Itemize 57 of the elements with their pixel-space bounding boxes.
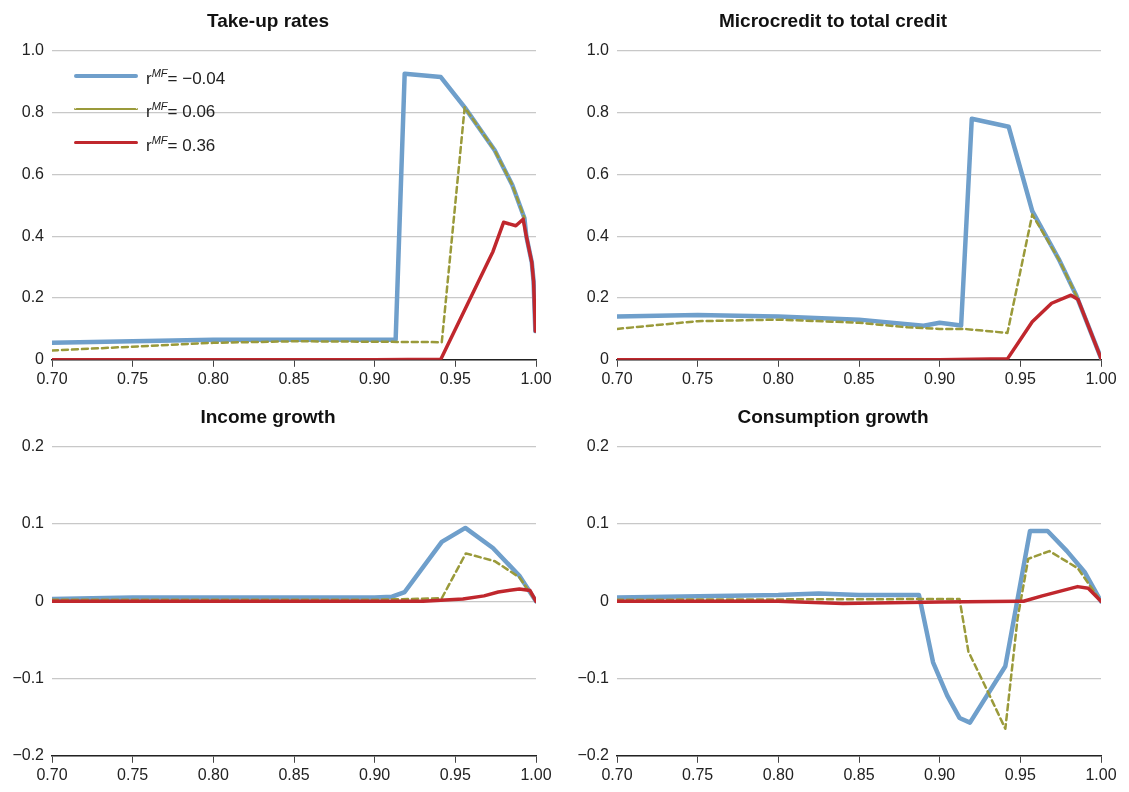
x-tick-label: 0.95 <box>439 765 472 783</box>
y-tick-label: 0.1 <box>21 514 45 532</box>
chart-title: Microcredit to total credit <box>718 9 948 31</box>
chart-title: Consumption growth <box>737 405 929 427</box>
y-tick-label: −0.1 <box>12 668 45 686</box>
x-tick-label: 0.75 <box>117 765 149 783</box>
x-tick-label: 0.80 <box>197 369 230 387</box>
y-tick-label: 0.8 <box>586 103 610 121</box>
legend-label: r$^{MF}$= 0.06 <box>146 99 216 124</box>
x-tick-label: 0.95 <box>1004 765 1037 783</box>
y-tick-label: 0.2 <box>586 437 610 455</box>
y-tick-label: 0.1 <box>586 514 610 532</box>
x-tick-label: 0.85 <box>843 765 875 783</box>
legend-label: r$^{MF}$= −0.04 <box>146 65 226 90</box>
y-tick-label: 0.2 <box>21 437 45 455</box>
x-tick-label: 0.75 <box>682 369 714 387</box>
y-tick-label: −0.1 <box>577 668 610 686</box>
x-tick-label: 0.75 <box>682 765 714 783</box>
x-tick-label: 0.80 <box>762 369 795 387</box>
x-tick-label: 1.00 <box>1085 765 1117 783</box>
y-tick-label: 0.8 <box>21 103 45 121</box>
x-tick-label: 0.85 <box>843 369 875 387</box>
y-tick-label: −0.2 <box>577 746 610 764</box>
y-tick-label: 0.4 <box>21 226 45 244</box>
y-tick-label: 0.4 <box>586 226 610 244</box>
y-tick-label: 0.6 <box>21 164 45 182</box>
y-tick-label: 1.0 <box>21 41 45 59</box>
y-tick-label: 0 <box>600 350 610 368</box>
chart-title: Income growth <box>200 405 336 427</box>
x-tick-label: 0.90 <box>924 369 956 387</box>
x-tick-label: 0.90 <box>359 369 391 387</box>
x-tick-label: 0.90 <box>359 765 391 783</box>
x-tick-label: 0.80 <box>762 765 795 783</box>
y-tick-label: 1.0 <box>586 41 610 59</box>
x-tick-label: 0.70 <box>36 369 68 387</box>
x-tick-label: 0.70 <box>36 765 68 783</box>
y-tick-label: 0 <box>35 591 45 609</box>
x-tick-label: 0.75 <box>117 369 149 387</box>
x-tick-label: 0.70 <box>601 765 633 783</box>
x-tick-label: 0.70 <box>601 369 633 387</box>
x-tick-label: 0.85 <box>278 765 310 783</box>
x-tick-label: 1.00 <box>1085 369 1117 387</box>
x-tick-label: 0.95 <box>1004 369 1037 387</box>
y-tick-label: 0.6 <box>586 164 610 182</box>
x-tick-label: 1.00 <box>520 369 552 387</box>
y-tick-label: 0.2 <box>21 288 45 306</box>
y-tick-label: 0 <box>35 350 45 368</box>
x-tick-label: 0.85 <box>278 369 310 387</box>
y-tick-label: −0.2 <box>12 746 45 764</box>
x-tick-label: 0.80 <box>197 765 230 783</box>
y-tick-label: 0.2 <box>586 288 610 306</box>
x-tick-label: 0.90 <box>924 765 956 783</box>
legend-label: r$^{MF}$= 0.36 <box>146 133 216 157</box>
x-tick-label: 0.95 <box>439 369 472 387</box>
x-tick-label: 1.00 <box>520 765 552 783</box>
y-tick-label: 0 <box>600 591 610 609</box>
chart-title: Take-up rates <box>206 9 330 31</box>
